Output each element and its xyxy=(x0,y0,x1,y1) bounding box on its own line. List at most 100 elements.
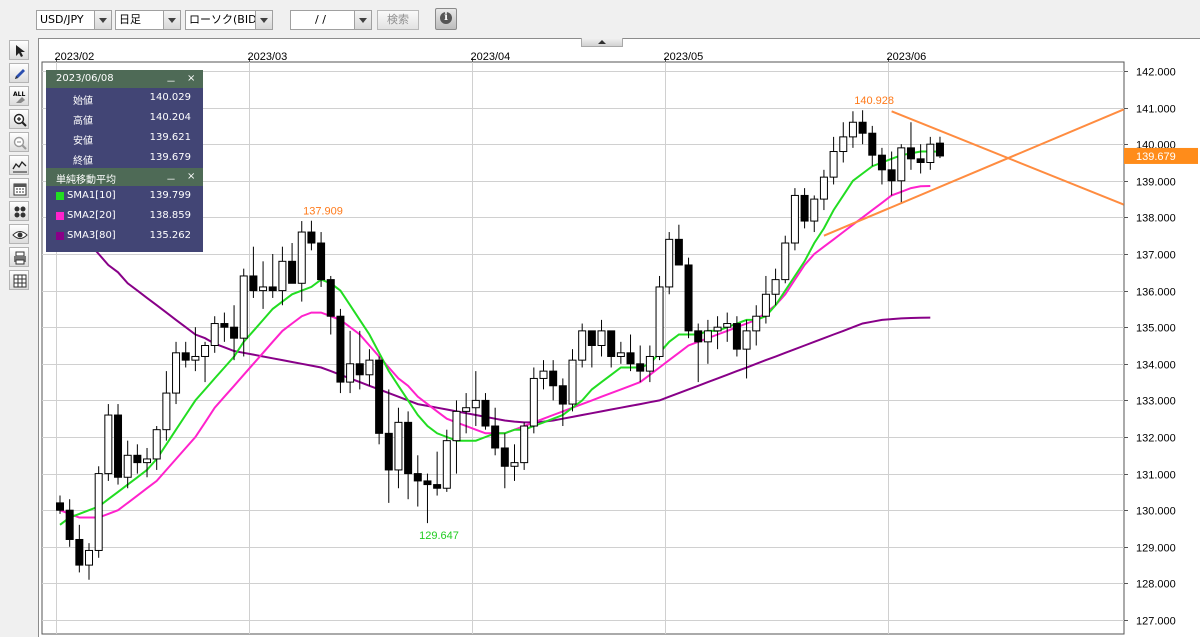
candle xyxy=(259,286,268,292)
candle xyxy=(143,458,152,464)
info-panel-header: 2023/06/08 － × xyxy=(46,70,203,88)
candle xyxy=(210,323,219,347)
indicator-tool[interactable] xyxy=(9,155,29,175)
minimize-button[interactable]: － xyxy=(166,77,176,88)
clear-all-icon: ALL xyxy=(13,91,25,103)
zoom-out-tool[interactable] xyxy=(9,132,29,152)
candle xyxy=(742,330,751,350)
sma3-row: SMA3[80] 135.262 xyxy=(46,226,203,246)
candle xyxy=(877,154,886,171)
candle xyxy=(665,238,674,288)
candle xyxy=(423,480,432,486)
chevron-down-icon[interactable] xyxy=(255,11,272,29)
chevron-down-icon[interactable] xyxy=(94,11,111,29)
low-value: 139.621 xyxy=(149,132,191,143)
grid-tool[interactable] xyxy=(9,270,29,290)
symbol-select[interactable]: USD/JPY xyxy=(36,10,112,30)
pencil-tool[interactable] xyxy=(9,63,29,83)
chevron-down-icon[interactable] xyxy=(354,11,371,29)
y-tick-label: 127.000 xyxy=(1136,616,1176,628)
sma3-value: 135.262 xyxy=(149,230,191,241)
sma1-label: SMA1[10] xyxy=(67,190,116,201)
y-tick-label: 141.000 xyxy=(1136,104,1176,116)
zoom-in-tool[interactable] xyxy=(9,109,29,129)
candle xyxy=(616,352,625,357)
candle xyxy=(926,143,935,163)
candle xyxy=(317,242,326,281)
candle xyxy=(935,142,944,157)
candle xyxy=(897,147,906,182)
candlestick-chart[interactable]: 127.000 128.000 129.000 130.000 131.000 132.0… xyxy=(38,38,1200,637)
candle xyxy=(781,242,790,281)
chart-type-select[interactable]: ローソク(BID) xyxy=(185,10,273,30)
search-button[interactable]: 検索 xyxy=(377,10,419,30)
candle xyxy=(703,330,712,343)
timeframe-select[interactable]: 日足 xyxy=(115,10,181,30)
sma-minimize-button[interactable]: － xyxy=(166,175,176,186)
y-tick-label: 130.000 xyxy=(1136,506,1176,518)
candle xyxy=(723,323,732,328)
y-tick-label: 132.000 xyxy=(1136,433,1176,445)
chevron-down-icon[interactable] xyxy=(163,11,180,29)
candle xyxy=(288,260,297,284)
candle xyxy=(655,286,664,357)
candle xyxy=(520,425,529,464)
candle xyxy=(56,502,64,511)
low-label: 安値 xyxy=(73,136,93,147)
candle xyxy=(326,279,335,317)
sma-line xyxy=(59,150,941,526)
x-tick-label: 2023/02 xyxy=(55,51,95,63)
sma-close-button[interactable]: × xyxy=(187,171,196,182)
candle xyxy=(75,538,84,566)
candle xyxy=(462,407,471,412)
settings-icon xyxy=(14,206,26,218)
candle xyxy=(433,484,442,489)
info-button[interactable]: i xyxy=(435,8,457,30)
x-tick-label: 2023/04 xyxy=(471,51,511,63)
collapse-toolbar-button[interactable] xyxy=(581,38,623,47)
candle xyxy=(239,275,248,339)
sma-header: 単純移動平均 － × xyxy=(46,168,203,186)
svg-text:ALL: ALL xyxy=(13,91,25,98)
info-date: 2023/06/08 xyxy=(56,73,114,84)
cursor-tool[interactable] xyxy=(9,40,29,60)
candle xyxy=(858,121,867,134)
candle xyxy=(752,315,761,332)
candle xyxy=(172,352,181,394)
candle xyxy=(133,454,142,464)
sma1-row: SMA1[10] 139.799 xyxy=(46,186,203,206)
eye-tool[interactable] xyxy=(9,224,29,244)
print-tool[interactable] xyxy=(9,247,29,267)
grid-icon xyxy=(13,274,27,288)
ohlc-info-panel[interactable]: 2023/06/08 － × 始値 140.029 高値 140.204 安値 … xyxy=(46,70,203,252)
candle xyxy=(848,121,857,138)
candle xyxy=(510,462,519,467)
high-row: 高値 140.204 xyxy=(46,108,203,128)
cursor-icon xyxy=(16,45,25,57)
clear-all-tool[interactable]: ALL xyxy=(9,86,29,106)
candle xyxy=(868,132,877,156)
candle xyxy=(85,549,94,566)
y-tick-label: 133.000 xyxy=(1136,396,1176,408)
date-input[interactable]: / / xyxy=(290,10,372,30)
candle xyxy=(452,410,461,442)
y-tick-label: 131.000 xyxy=(1136,470,1176,482)
sma1-swatch xyxy=(56,192,64,200)
candle xyxy=(539,370,548,379)
sma2-row: SMA2[20] 138.859 xyxy=(46,206,203,226)
candle xyxy=(578,330,587,361)
close-button[interactable]: × xyxy=(187,73,196,84)
candle xyxy=(384,432,393,471)
candle xyxy=(491,425,500,449)
candle xyxy=(761,293,770,317)
candle xyxy=(413,473,422,482)
calendar-tool[interactable] xyxy=(9,178,29,198)
candle xyxy=(375,359,384,434)
settings-tool[interactable] xyxy=(9,201,29,221)
candle xyxy=(568,359,577,405)
last-price-marker xyxy=(1124,147,1198,164)
candle xyxy=(626,352,635,365)
date-value: / / xyxy=(315,13,326,26)
candle xyxy=(674,238,683,266)
candle xyxy=(404,421,413,475)
